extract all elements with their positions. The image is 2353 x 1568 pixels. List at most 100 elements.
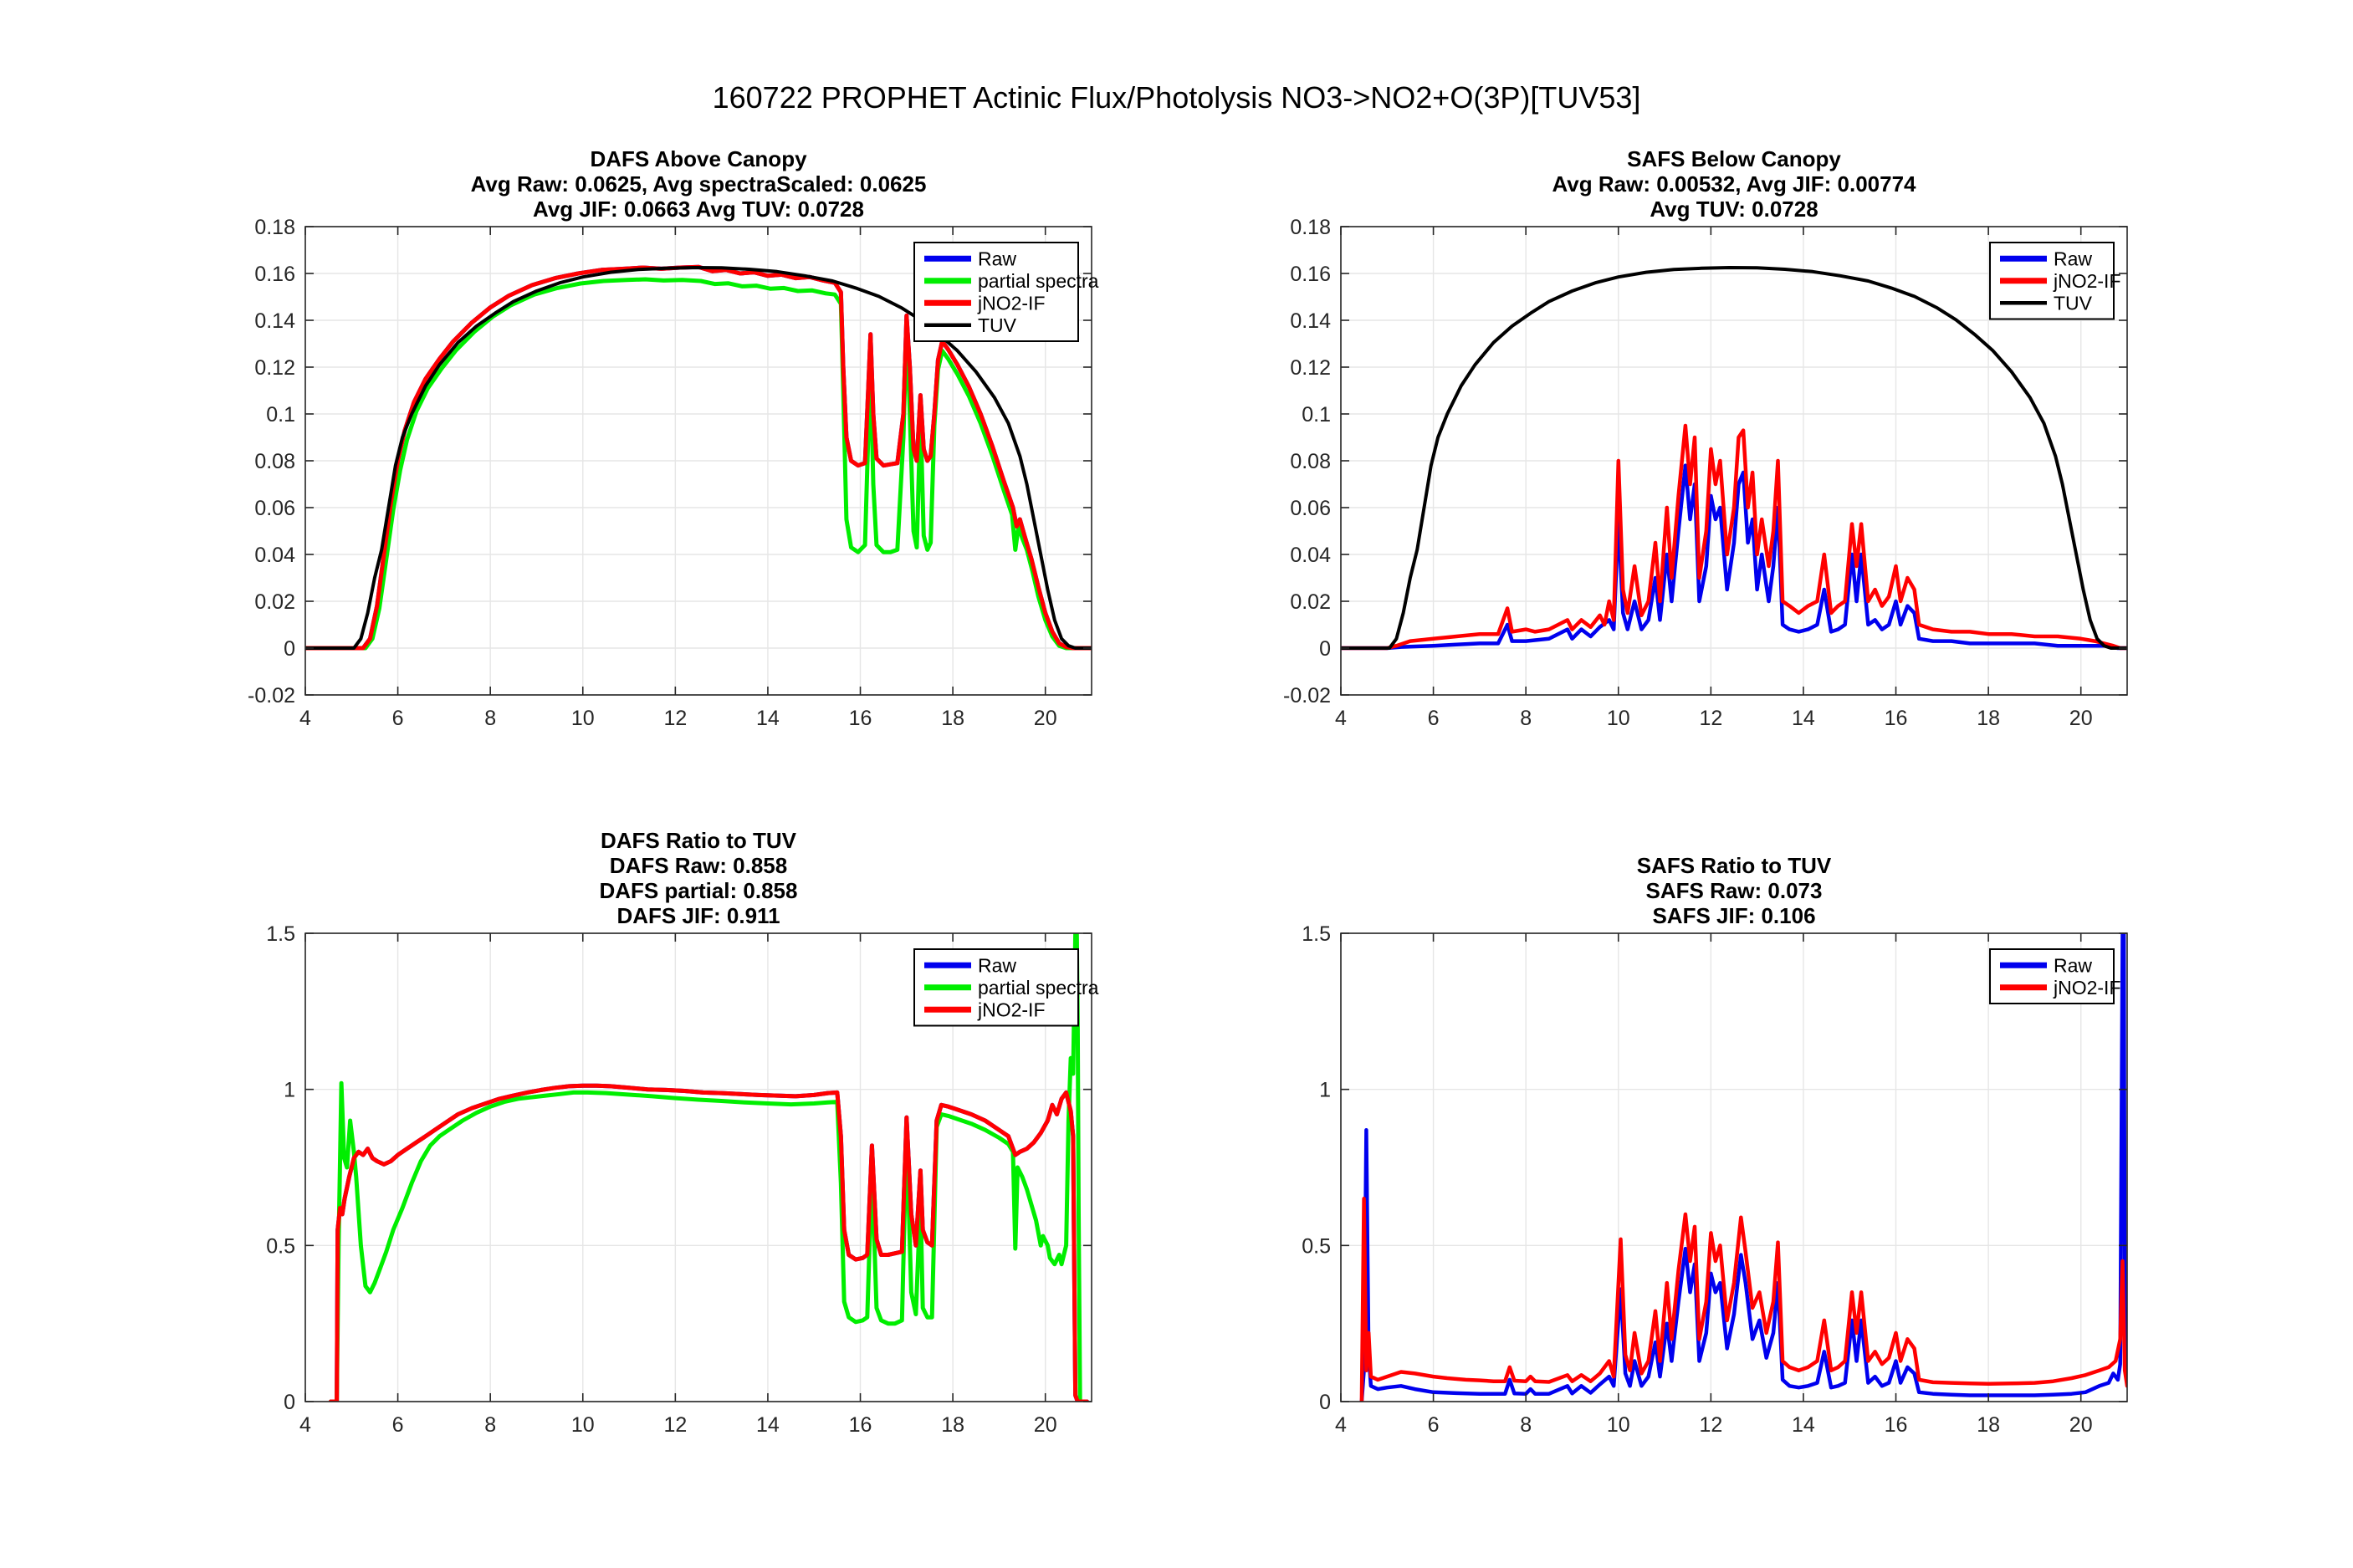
legend-label-jno2-if: jNO2-IF <box>977 999 1046 1020</box>
y-tick-label: 0 <box>284 637 295 661</box>
series-tuv-line <box>1341 266 2127 650</box>
y-tick-label: 0.04 <box>1290 544 1331 567</box>
legend-label-jno2-if: jNO2-IF <box>2053 977 2121 999</box>
chart-title-line: Avg JIF: 0.0663 Avg TUV: 0.0728 <box>533 197 864 222</box>
y-tick-label: 0.18 <box>254 216 295 239</box>
x-tick-label: 6 <box>1428 707 1440 730</box>
x-tick-label: 12 <box>663 707 687 730</box>
axes-box <box>1340 932 2128 1402</box>
x-tick-label: 14 <box>756 1413 780 1437</box>
x-tick-label: 20 <box>1034 707 1057 730</box>
series-group <box>328 933 1089 1402</box>
x-tick-label: 10 <box>571 707 595 730</box>
y-tick-label: 0.08 <box>254 450 295 473</box>
chart-title-line: Avg TUV: 0.0728 <box>1650 197 1818 222</box>
series-jno2-if-line <box>305 264 1092 651</box>
x-tick-label: 4 <box>299 1413 311 1437</box>
x-tick-label: 18 <box>1977 1413 2000 1437</box>
y-tick-label: 0.04 <box>254 544 295 567</box>
y-tick-label: 1 <box>1319 1079 1331 1102</box>
y-tick-label: 0.1 <box>266 403 295 426</box>
y-tick-label: 0.5 <box>266 1234 295 1258</box>
series-group <box>305 264 1092 651</box>
series-jno2-if-line <box>328 1083 1089 1402</box>
chart-dafs-above-canopy: 4 6 8 10 12 14 16 18 20 -0.02 0 0.02 0.04 0.06 0.08 0.1… <box>248 146 1099 730</box>
x-tick-label: 6 <box>392 1413 404 1437</box>
y-tick-label: 0 <box>284 1391 295 1414</box>
chart-title-line: DAFS Above Canopy <box>590 146 807 171</box>
y-tick-label: 0.02 <box>254 590 295 614</box>
series-jno2-if-line <box>1359 1197 2127 1402</box>
legend-label-raw: Raw <box>2054 954 2092 976</box>
legend-box <box>1989 948 2115 1004</box>
chart-title-line: DAFS Raw: 0.858 <box>610 853 787 878</box>
x-tick-label: 16 <box>849 707 872 730</box>
y-tick-label: -0.02 <box>1283 684 1331 707</box>
legend-label-raw: Raw <box>2054 248 2092 269</box>
x-tick-label: 12 <box>1699 1413 1722 1437</box>
chart-title-line: SAFS JIF: 0.106 <box>1652 903 1815 928</box>
x-tick-label: 14 <box>1792 1413 1815 1437</box>
y-tick-label: 0.18 <box>1290 216 1331 239</box>
legend-label-partial-spectra: partial spectra <box>978 270 1099 292</box>
chart-safs-below-canopy: 4 6 8 10 12 14 16 18 20 -0.02 0 0.02 0.04 0.06 0.08 0.1… <box>1283 146 2128 730</box>
series-group <box>1359 933 2127 1402</box>
x-tick-label: 10 <box>571 1413 595 1437</box>
series-partial-spectra-line <box>305 277 1092 651</box>
y-tick-label: 0.06 <box>1290 497 1331 520</box>
chart-title-line: Avg Raw: 0.0625, Avg spectraScaled: 0.06… <box>471 171 927 197</box>
x-tick-label: 6 <box>392 707 404 730</box>
chart-dafs-ratio-to-tuv: 4 6 8 10 12 14 16 18 20 0 0.5 1 1.5 DAFS Ratio to TUV… <box>266 828 1098 1437</box>
x-tick-label: 4 <box>299 707 311 730</box>
y-tick-label: -0.02 <box>248 684 295 707</box>
y-tick-label: 0.14 <box>254 309 295 333</box>
x-tick-label: 8 <box>1520 1413 1532 1437</box>
y-tick-label: 0.16 <box>1290 263 1331 286</box>
y-tick-label: 0.06 <box>254 497 295 520</box>
x-tick-label: 16 <box>1885 707 1908 730</box>
figure-title: 160722 PROPHET Actinic Flux/Photolysis N… <box>712 80 1641 115</box>
y-tick-label: 0.08 <box>1290 450 1331 473</box>
x-tick-label: 16 <box>1885 1413 1908 1437</box>
x-tick-label: 14 <box>756 707 780 730</box>
y-tick-label: 0 <box>1319 1391 1331 1414</box>
legend-label-tuv: TUV <box>2054 292 2093 314</box>
y-tick-label: 1.5 <box>266 922 295 946</box>
x-tick-label: 16 <box>849 1413 872 1437</box>
axes-box <box>304 932 1092 1402</box>
chart-title-line: SAFS Below Canopy <box>1627 146 1841 171</box>
x-tick-label: 10 <box>1607 707 1630 730</box>
y-tick-label: 0.1 <box>1302 403 1331 426</box>
x-tick-label: 8 <box>484 1413 496 1437</box>
y-tick-label: 1.5 <box>1302 922 1331 946</box>
y-tick-label: 0 <box>1319 637 1331 661</box>
x-tick-label: 18 <box>1977 707 2000 730</box>
chart-title-line: SAFS Raw: 0.073 <box>1646 878 1823 903</box>
x-tick-label: 14 <box>1792 707 1815 730</box>
x-tick-label: 18 <box>941 1413 964 1437</box>
x-tick-label: 10 <box>1607 1413 1630 1437</box>
series-raw-line <box>1341 463 2127 651</box>
series-group <box>1341 266 2127 651</box>
y-tick-label: 0.12 <box>254 356 295 380</box>
chart-safs-ratio-to-tuv: 4 6 8 10 12 14 16 18 20 0 0.5 1 1.5 SAFS Ratio to TUV… <box>1302 853 2128 1437</box>
x-tick-label: 4 <box>1335 1413 1347 1437</box>
series-jno2-if-line <box>1341 423 2127 651</box>
x-tick-label: 8 <box>484 707 496 730</box>
legend-label-jno2-if: jNO2-IF <box>2053 270 2121 292</box>
legend-label-tuv: TUV <box>978 314 1017 336</box>
x-tick-label: 6 <box>1428 1413 1440 1437</box>
y-tick-label: 0.5 <box>1302 1234 1331 1258</box>
chart-title-line: DAFS partial: 0.858 <box>600 878 798 903</box>
x-tick-label: 12 <box>663 1413 687 1437</box>
series-tuv-line <box>305 266 1092 650</box>
y-tick-label: 0.02 <box>1290 590 1331 614</box>
x-tick-label: 20 <box>2069 1413 2093 1437</box>
legend-label-jno2-if: jNO2-IF <box>977 292 1046 314</box>
x-tick-label: 20 <box>1034 1413 1057 1437</box>
chart-title-line: SAFS Ratio to TUV <box>1637 853 1832 878</box>
y-tick-label: 0.14 <box>1290 309 1331 333</box>
y-tick-label: 0.16 <box>254 263 295 286</box>
